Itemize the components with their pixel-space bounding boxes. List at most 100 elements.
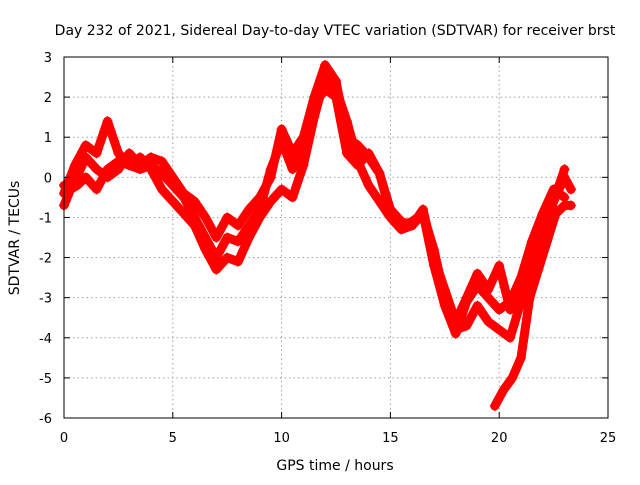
data-point-marker <box>537 220 548 231</box>
data-point-marker <box>396 216 407 227</box>
y-tick-label: -4 <box>39 332 52 347</box>
data-point-marker <box>472 268 483 279</box>
data-point-marker <box>167 172 178 183</box>
data-point-marker <box>276 124 287 135</box>
data-point-marker <box>498 384 509 395</box>
x-tick-label: 10 <box>273 431 290 446</box>
data-point-marker <box>566 200 577 211</box>
data-point-marker <box>265 196 276 207</box>
data-point-marker <box>222 232 233 243</box>
data-point-marker <box>113 148 124 159</box>
data-point-marker <box>374 168 385 179</box>
x-tick-label: 20 <box>491 431 508 446</box>
x-axis-label: GPS time / hours <box>276 458 393 474</box>
data-point-marker <box>533 264 544 275</box>
data-point-marker <box>91 148 102 159</box>
y-tick-label: 3 <box>44 51 52 66</box>
data-point-marker <box>80 152 91 163</box>
chart-title: Day 232 of 2021, Sidereal Day-to-day VTE… <box>55 23 616 39</box>
data-point-marker <box>124 148 135 159</box>
data-point-marker <box>526 252 537 263</box>
data-point-marker <box>550 208 561 219</box>
series-4 <box>489 200 577 411</box>
x-tick-label: 15 <box>382 431 399 446</box>
data-point-marker <box>489 400 500 411</box>
y-tick-label: 1 <box>44 131 52 146</box>
data-point-marker <box>363 180 374 191</box>
data-point-marker <box>102 116 113 127</box>
data-point-marker <box>494 324 505 335</box>
data-point-marker <box>483 284 494 295</box>
data-point-marker <box>156 156 167 167</box>
data-point-marker <box>298 132 309 143</box>
y-tick-label: -5 <box>39 372 52 387</box>
y-tick-label: 0 <box>44 171 52 186</box>
data-point-marker <box>559 164 570 175</box>
data-point-marker <box>505 304 516 315</box>
data-point-marker <box>505 332 516 343</box>
data-point-marker <box>254 192 265 203</box>
data-point-marker <box>167 196 178 207</box>
data-point-marker <box>69 176 80 187</box>
data-point-marker <box>542 236 553 247</box>
y-tick-label: -2 <box>39 252 52 267</box>
data-point-marker <box>439 284 450 295</box>
data-point-marker <box>461 292 472 303</box>
data-point-marker <box>472 300 483 311</box>
data-point-marker <box>222 212 233 223</box>
data-point-marker <box>494 260 505 271</box>
series-layer <box>59 60 577 411</box>
data-point-marker <box>200 212 211 223</box>
data-point-marker <box>156 184 167 195</box>
y-tick-label: -1 <box>39 211 52 226</box>
data-point-marker <box>233 256 244 267</box>
data-point-marker <box>146 152 157 163</box>
data-point-marker <box>352 140 363 151</box>
data-point-marker <box>298 160 309 171</box>
data-point-marker <box>233 220 244 231</box>
data-point-marker <box>113 164 124 175</box>
data-point-marker <box>80 172 91 183</box>
data-point-marker <box>254 204 265 215</box>
y-axis-label: SDTVAR / TECUs <box>7 181 23 296</box>
y-tick-label: 2 <box>44 91 52 106</box>
data-point-marker <box>309 92 320 103</box>
data-point-marker <box>189 212 200 223</box>
data-point-marker <box>178 208 189 219</box>
data-point-marker <box>515 292 526 303</box>
data-point-marker <box>524 292 535 303</box>
data-point-marker <box>91 184 102 195</box>
data-point-marker <box>341 148 352 159</box>
data-point-marker <box>189 196 200 207</box>
data-point-marker <box>135 160 146 171</box>
data-point-marker <box>515 352 526 363</box>
data-point-marker <box>102 172 113 183</box>
x-tick-label: 0 <box>60 431 68 446</box>
data-point-marker <box>243 220 254 231</box>
data-point-marker <box>507 372 518 383</box>
data-point-marker <box>483 316 494 327</box>
data-point-marker <box>222 252 233 263</box>
x-tick-label: 5 <box>169 431 177 446</box>
ticks: 0 5 10 15 20 25 -6 -5 -4 -3 -2 -1 0 1 2 3 <box>39 51 616 446</box>
data-point-marker <box>287 164 298 175</box>
plot-frame <box>63 56 609 419</box>
data-point-marker <box>352 160 363 171</box>
data-point-marker <box>320 84 331 95</box>
data-point-marker <box>418 204 429 215</box>
series-line <box>490 200 576 411</box>
data-point-marker <box>548 196 559 207</box>
data-point-marker <box>461 320 472 331</box>
data-point-marker <box>211 232 222 243</box>
data-point-marker <box>287 148 298 159</box>
data-point-marker <box>80 140 91 151</box>
data-point-marker <box>265 172 276 183</box>
data-point-marker <box>450 316 461 327</box>
data-point-marker <box>233 236 244 247</box>
data-point-marker <box>428 252 439 263</box>
y-tick-label: -3 <box>39 292 52 307</box>
data-point-marker <box>494 304 505 315</box>
data-point-marker <box>450 328 461 339</box>
data-point-marker <box>341 132 352 143</box>
